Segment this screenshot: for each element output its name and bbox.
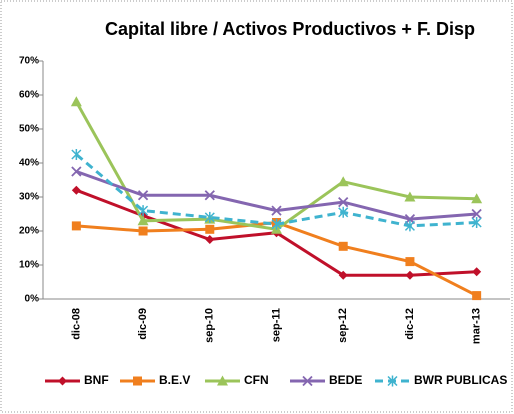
point-marker [472,267,482,277]
y-tick-label: 10% [19,260,39,271]
point-marker [337,176,349,187]
legend-label: B.E.V [159,373,190,387]
legend-marker [58,376,67,386]
point-marker [205,224,215,234]
point-marker [71,166,82,177]
point-marker [137,190,149,201]
point-marker [472,291,482,301]
y-tick-label: 60% [19,90,39,101]
point-marker [338,270,348,280]
x-tick-label: sep-12 [337,308,349,343]
point-marker [271,218,282,230]
point-marker [138,205,149,217]
x-tick-label: dic-08 [70,308,82,340]
point-marker [404,220,415,232]
legend-label: BNF [84,373,109,387]
legend-marker [302,375,313,387]
point-marker [471,193,483,204]
point-marker [204,190,215,201]
y-tick-label: 30% [19,192,39,203]
x-tick-label: dic-09 [137,308,149,340]
x-tick-label: sep-10 [204,308,216,343]
point-marker [471,217,482,228]
legend-label: CFN [244,373,269,387]
x-tick-label: mar-13 [471,308,483,344]
point-marker [204,211,215,223]
point-marker [271,205,282,216]
point-marker [338,196,349,208]
point-marker [404,191,416,202]
point-marker [338,241,348,251]
y-tick-label: 70% [19,56,39,67]
y-tick-label: 50% [19,124,39,135]
legend-marker [387,375,398,387]
point-marker [405,257,415,267]
point-marker [70,96,82,107]
y-tick-label: 40% [19,158,39,169]
y-tick-label: 0% [25,294,40,305]
point-marker [71,221,81,231]
point-marker [338,206,349,218]
y-tick-label: 20% [19,226,39,237]
chart-title: Capital libre / Activos Productivos + F.… [105,19,475,39]
point-marker [71,149,82,160]
legend-marker [217,375,228,386]
point-marker [137,215,149,226]
point-marker [71,185,81,195]
legend-label: BWR PUBLICAS [414,373,507,387]
point-marker [405,270,415,280]
legend-label: BEDE [329,373,362,387]
x-tick-label: sep-11 [270,308,282,342]
x-tick-label: dic-12 [404,308,416,340]
point-marker [138,226,148,236]
point-marker [471,208,482,220]
legend-marker [133,376,142,386]
point-marker [205,235,215,244]
